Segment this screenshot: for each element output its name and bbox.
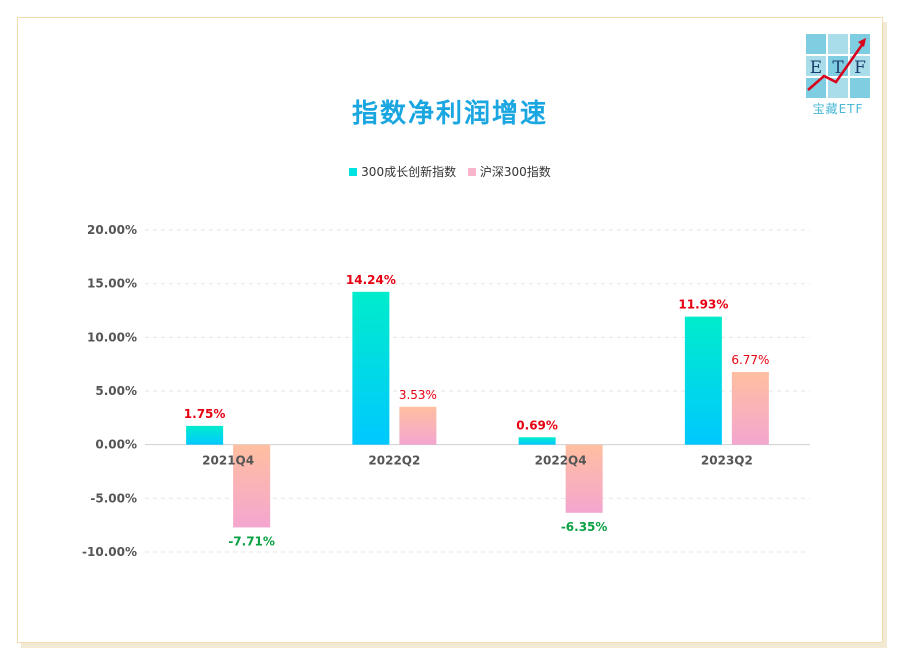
data-label: 6.77% [731,353,769,367]
chart-title: 指数净利润增速 [351,99,548,129]
data-label: 1.75% [184,407,226,421]
logo-arrow-head-icon [858,38,866,47]
legend-swatch-series-1 [349,167,358,176]
legend-item-series-2[interactable]: 沪深300指数 [467,163,551,180]
x-tick-label: 2022Q2 [368,454,420,468]
bar-series-1[interactable] [684,316,722,445]
bar-series-2[interactable] [565,444,603,513]
data-label: 14.24% [346,273,396,287]
logo-letter-f: F [854,58,866,78]
legend-label-series-1: 300成长创新指数 [361,165,457,179]
x-tick-label: 2022Q4 [535,454,587,468]
legend-label-series-2: 沪深300指数 [479,165,551,179]
y-tick-label: 5.00% [95,384,137,398]
chart-card [17,17,883,643]
x-tick-label: 2023Q2 [701,454,753,468]
data-label: 0.69% [516,418,558,432]
bar-series-1[interactable] [352,291,390,445]
bar-series-1[interactable] [518,437,556,445]
data-label: -7.71% [228,534,275,548]
bar-series-2[interactable] [399,406,437,445]
y-tick-label: -10.00% [82,545,137,559]
bar-series-1[interactable] [186,425,224,445]
logo-letter-e: E [810,58,822,78]
y-tick-label: 20.00% [87,223,137,237]
logo-text: 宝藏ETF [812,102,864,116]
data-label: -6.35% [561,520,608,534]
y-tick-label: 15.00% [87,277,137,291]
etf-logo: E T F 宝藏ETF [806,34,870,118]
y-tick-label: 10.00% [87,330,137,344]
logo-arrow-line [807,41,866,91]
x-tick-label: 2021Q4 [202,454,254,468]
legend: 300成长创新指数 沪深300指数 [0,163,900,180]
data-label: 11.93% [678,298,728,312]
y-tick-label: 0.00% [95,438,137,452]
bar-series-2[interactable] [233,444,271,528]
legend-swatch-series-2 [467,167,476,176]
legend-item-series-1[interactable]: 300成长创新指数 [349,163,456,180]
bar-series-2[interactable] [731,372,769,445]
y-tick-label: -5.00% [90,491,137,505]
data-label: 3.53% [399,388,437,402]
etf-logo-grid-icon: E T F [806,34,870,98]
